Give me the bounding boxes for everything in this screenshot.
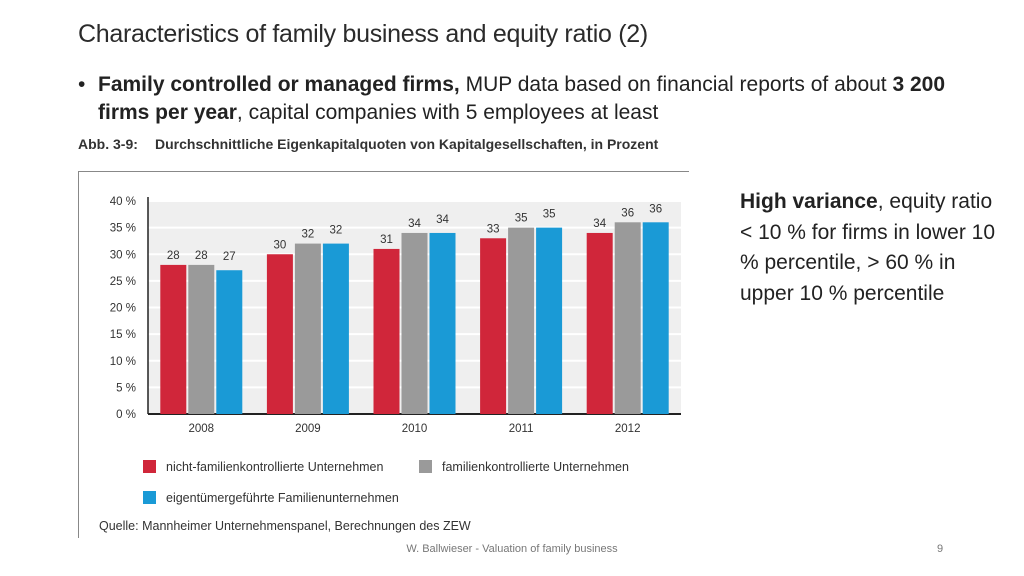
bar bbox=[216, 270, 243, 414]
data-label: 34 bbox=[436, 214, 449, 226]
legend-swatch-series-1 bbox=[419, 460, 432, 473]
figure-caption-label: Abb. 3-9: bbox=[78, 136, 138, 152]
figure-caption: Abb. 3-9: Durchschnittliche Eigenkapitalq… bbox=[78, 136, 658, 152]
bar bbox=[160, 264, 187, 414]
y-tick-label: 25 % bbox=[110, 276, 136, 288]
bar-chart: 0 % 5 % 10 % 15 % 20 % 25 % 30 % 35 % 40 % 28 28 27… bbox=[110, 196, 681, 435]
data-label: 34 bbox=[593, 218, 606, 230]
y-tick-label: 10 % bbox=[110, 356, 136, 368]
legend-item-series-1: familienkontrollierte Unternehmen bbox=[419, 460, 629, 474]
data-label: 32 bbox=[330, 225, 343, 237]
bar bbox=[642, 222, 669, 414]
bar bbox=[614, 222, 641, 414]
data-label: 34 bbox=[408, 218, 421, 230]
bar bbox=[586, 232, 613, 414]
data-label: 27 bbox=[223, 251, 236, 263]
side-note-bold: High variance bbox=[740, 190, 878, 213]
legend-swatch-series-2 bbox=[143, 491, 156, 504]
slide-title: Characteristics of family business and e… bbox=[78, 20, 648, 48]
bar bbox=[373, 248, 400, 414]
legend-label-series-2: eigentümergeführte Familienunternehmen bbox=[166, 491, 399, 505]
data-label: 35 bbox=[543, 209, 556, 221]
bar bbox=[536, 227, 563, 414]
legend-item-series-2: eigentümergeführte Familienunternehmen bbox=[143, 491, 399, 505]
data-label: 36 bbox=[621, 207, 634, 219]
data-label: 28 bbox=[167, 250, 180, 262]
y-tick-label: 35 % bbox=[110, 223, 136, 235]
data-label: 31 bbox=[380, 234, 393, 246]
y-tick-label: 30 % bbox=[110, 249, 136, 261]
y-tick-label: 40 % bbox=[110, 196, 136, 208]
legend-swatch-series-0 bbox=[143, 460, 156, 473]
legend-label-series-0: nicht-familienkontrollierte Unternehmen bbox=[166, 460, 384, 474]
slide-footer: W. Ballwieser - Valuation of family busi… bbox=[406, 543, 618, 555]
y-tick-label: 15 % bbox=[110, 329, 136, 341]
data-label: 28 bbox=[195, 250, 208, 262]
bar bbox=[322, 243, 349, 414]
bullet-text-1: MUP data based on financial reports of a… bbox=[459, 73, 893, 96]
x-tick-label: 2012 bbox=[615, 423, 641, 435]
bullet-bold-1: Family controlled or managed firms, bbox=[98, 73, 460, 96]
bullet-bold-2: 3 200 firms per year bbox=[98, 73, 946, 124]
bar bbox=[294, 243, 321, 414]
bar bbox=[401, 232, 428, 414]
bullet-text: Family controlled or managed firms, MUP … bbox=[98, 71, 978, 127]
bar bbox=[508, 227, 535, 414]
bullet-dot-icon: • bbox=[78, 73, 86, 96]
data-label: 36 bbox=[649, 203, 662, 215]
chart-frame: 0 % 5 % 10 % 15 % 20 % 25 % 30 % 35 % 40 % 28 28 27… bbox=[78, 171, 689, 538]
x-tick-label: 2008 bbox=[189, 423, 215, 435]
data-label: 30 bbox=[274, 239, 287, 251]
data-label: 33 bbox=[487, 223, 500, 235]
side-note: High variance, equity ratio < 10 % for f… bbox=[740, 187, 1000, 309]
y-tick-label: 5 % bbox=[116, 382, 136, 394]
data-label: 35 bbox=[515, 213, 528, 225]
bar bbox=[429, 232, 456, 414]
figure-source: Quelle: Mannheimer Unternehmenspanel, Be… bbox=[99, 519, 471, 533]
legend-label-series-1: familienkontrollierte Unternehmen bbox=[442, 460, 629, 474]
bar bbox=[266, 254, 293, 414]
y-tick-label: 20 % bbox=[110, 303, 136, 315]
bar bbox=[480, 238, 507, 414]
bar bbox=[188, 264, 215, 414]
bullet-text-2: , capital companies with 5 employees at … bbox=[236, 101, 659, 124]
figure-caption-text: Durchschnittliche Eigenkapitalquoten von… bbox=[155, 136, 659, 152]
x-tick-label: 2011 bbox=[509, 423, 534, 435]
x-tick-label: 2010 bbox=[402, 423, 428, 435]
legend-item-series-0: nicht-familienkontrollierte Unternehmen bbox=[143, 460, 383, 474]
y-tick-label: 0 % bbox=[116, 409, 136, 421]
x-tick-label: 2009 bbox=[295, 423, 321, 435]
side-note-text: , equity ratio < 10 % for firms in lower… bbox=[740, 190, 996, 305]
page-number: 9 bbox=[937, 543, 944, 555]
data-label: 32 bbox=[302, 229, 315, 241]
